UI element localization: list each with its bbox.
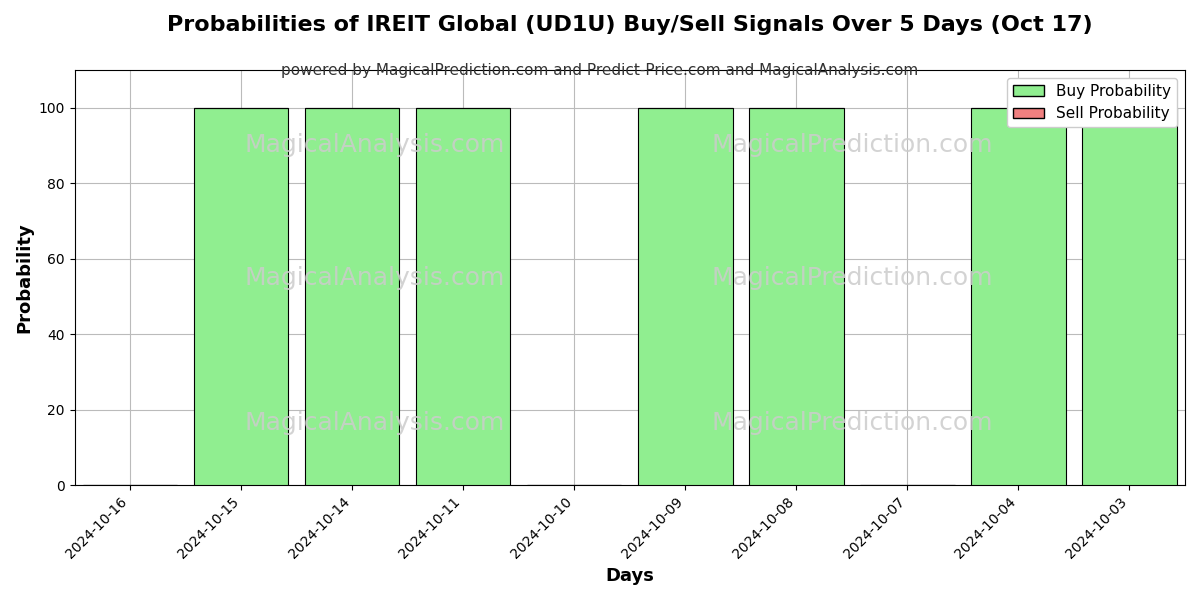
Legend: Buy Probability, Sell Probability: Buy Probability, Sell Probability: [1007, 77, 1177, 127]
Text: MagicalAnalysis.com: MagicalAnalysis.com: [245, 266, 505, 290]
Text: MagicalPrediction.com: MagicalPrediction.com: [712, 133, 992, 157]
Text: MagicalAnalysis.com: MagicalAnalysis.com: [245, 411, 505, 435]
Bar: [749, 107, 844, 485]
X-axis label: Days: Days: [605, 567, 654, 585]
Title: Probabilities of IREIT Global (UD1U) Buy/Sell Signals Over 5 Days (Oct 17): Probabilities of IREIT Global (UD1U) Buy…: [167, 15, 1093, 35]
Bar: [416, 107, 510, 485]
Bar: [305, 107, 400, 485]
Text: MagicalAnalysis.com: MagicalAnalysis.com: [245, 133, 505, 157]
Bar: [1082, 107, 1177, 485]
Y-axis label: Probability: Probability: [16, 222, 34, 333]
Bar: [194, 107, 288, 485]
Text: MagicalPrediction.com: MagicalPrediction.com: [712, 411, 992, 435]
Text: MagicalPrediction.com: MagicalPrediction.com: [712, 266, 992, 290]
Bar: [638, 107, 732, 485]
Text: powered by MagicalPrediction.com and Predict-Price.com and MagicalAnalysis.com: powered by MagicalPrediction.com and Pre…: [281, 63, 919, 78]
Bar: [971, 107, 1066, 485]
